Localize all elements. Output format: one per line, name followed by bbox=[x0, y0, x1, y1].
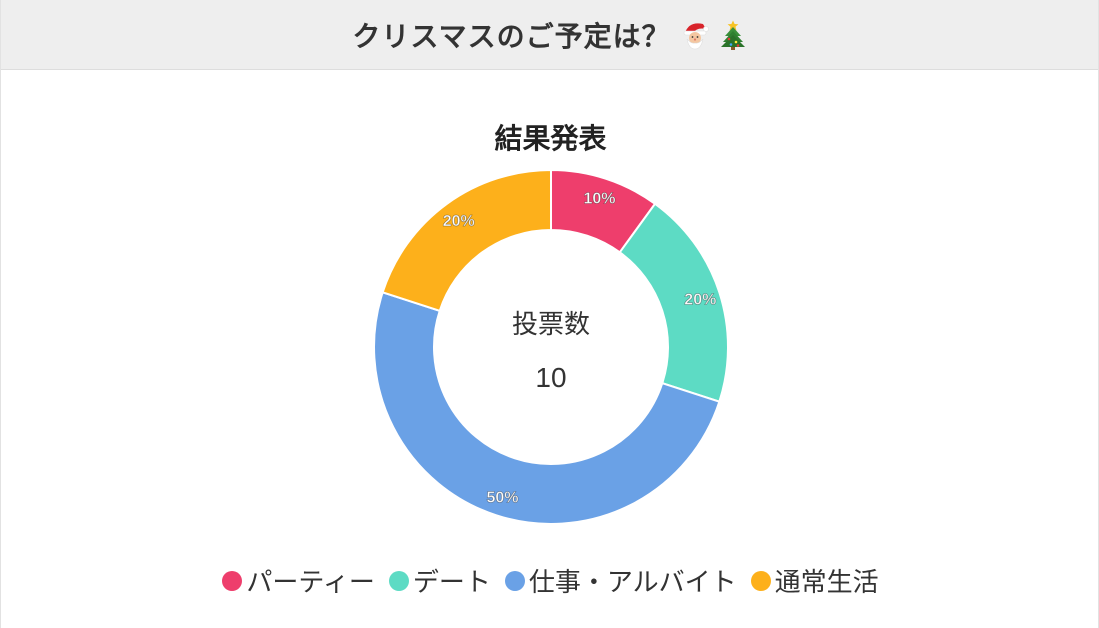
header-bar: クリスマスのご予定は？ bbox=[1, 0, 1098, 70]
slice-label-party: 10% bbox=[584, 191, 616, 208]
slice-normal-life[interactable] bbox=[381, 168, 552, 313]
legend-item-normal-life[interactable]: 通常生活 bbox=[750, 562, 879, 599]
legend-swatch bbox=[388, 570, 409, 591]
legend-item-work[interactable]: 仕事・アルバイト bbox=[504, 562, 737, 599]
santa-icon bbox=[681, 20, 709, 50]
chart-title: 結果発表 bbox=[494, 122, 607, 155]
legend-label: 仕事・アルバイト bbox=[528, 568, 737, 598]
legend-label: 通常生活 bbox=[774, 568, 879, 598]
legend-item-date[interactable]: デート bbox=[388, 562, 491, 599]
legend: パーティー デート 仕事・アルバイト 通常生活 bbox=[1, 562, 1099, 599]
slice-work[interactable] bbox=[373, 291, 721, 525]
slice-label-normal-life: 20% bbox=[443, 213, 475, 230]
legend-label: デート bbox=[412, 568, 491, 598]
legend-item-party[interactable]: パーティー bbox=[222, 562, 375, 599]
center-label: 投票数 bbox=[512, 310, 590, 340]
legend-swatch bbox=[504, 570, 525, 591]
slice-label-date: 20% bbox=[684, 291, 716, 308]
page-title: クリスマスのご予定は？ bbox=[352, 19, 671, 53]
christmas-tree-icon bbox=[719, 20, 747, 50]
legend-swatch bbox=[222, 570, 243, 591]
legend-label: パーティー bbox=[246, 568, 375, 598]
legend-swatch bbox=[750, 570, 771, 591]
center-value: 10 bbox=[535, 362, 566, 393]
slice-label-work: 50% bbox=[486, 489, 518, 506]
